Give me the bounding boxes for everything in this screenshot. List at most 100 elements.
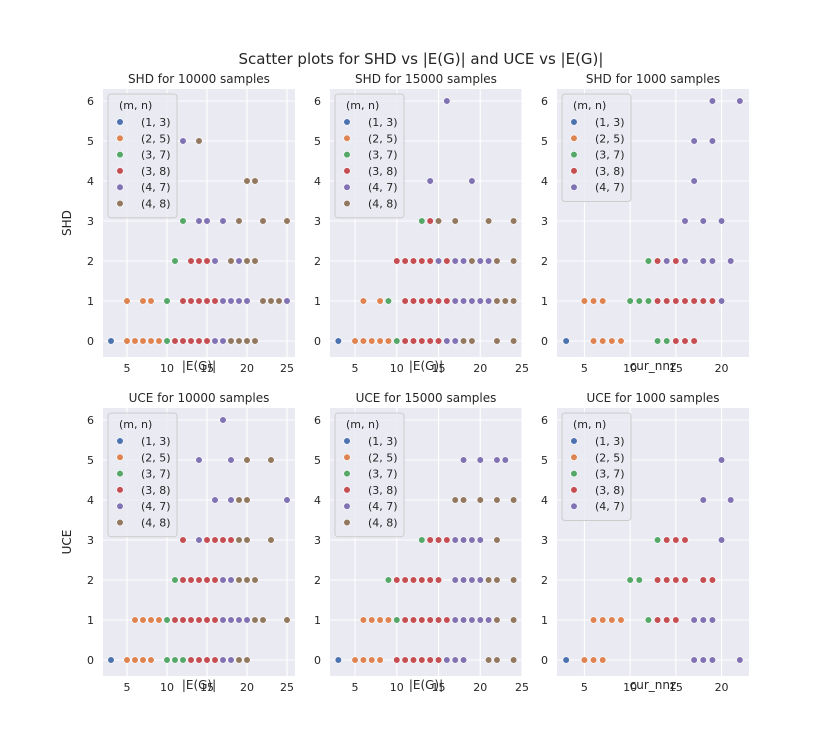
data-point (235, 257, 243, 265)
legend-title: (m, n) (573, 99, 606, 112)
data-point (608, 616, 616, 624)
data-point (227, 257, 235, 265)
data-point (368, 337, 376, 345)
data-point (476, 456, 484, 464)
legend-label: (4, 7) (595, 181, 625, 194)
data-point (426, 656, 434, 664)
data-point (359, 297, 367, 305)
data-point (443, 536, 451, 544)
data-point (434, 217, 443, 225)
series-2-5 (580, 616, 625, 664)
data-point (401, 257, 409, 265)
legend-marker (116, 453, 124, 461)
data-point (334, 337, 342, 345)
x-tick-label: 20 (715, 681, 729, 694)
data-point (510, 217, 518, 225)
legend-box (334, 93, 405, 219)
data-point (179, 536, 187, 544)
y-tick-label: 2 (314, 574, 321, 587)
data-point (393, 616, 401, 624)
data-point (644, 616, 653, 624)
data-point (589, 297, 598, 305)
data-point (476, 536, 484, 544)
data-point (171, 656, 179, 664)
series-4-7 (690, 456, 744, 664)
data-point (736, 656, 744, 664)
y-tick-label: 6 (87, 95, 94, 108)
x-tick-label: 10 (390, 681, 404, 694)
legend-label: (3, 7) (595, 468, 625, 481)
data-point (681, 576, 689, 584)
data-point (501, 456, 509, 464)
data-point (227, 456, 235, 464)
y-tick-label: 6 (87, 414, 94, 427)
data-point (235, 616, 243, 624)
data-point (599, 656, 607, 664)
data-point (493, 576, 501, 584)
legend-marker (570, 502, 578, 510)
legend-marker (570, 183, 578, 191)
legend: (m, n) (1, 3) (2, 5) (3, 7) (3, 8) (4, 7) (4, … (107, 93, 178, 219)
data-point (409, 616, 418, 624)
y-tick-label: 1 (87, 295, 94, 308)
data-point (589, 337, 598, 345)
data-point (434, 616, 443, 624)
x-axis-label: cur_nnz (630, 359, 677, 373)
data-point (690, 297, 698, 305)
data-point (219, 337, 227, 345)
legend-marker (343, 151, 351, 159)
legend-marker (343, 470, 351, 478)
data-point (699, 656, 707, 664)
legend-marker (116, 134, 124, 142)
data-point (227, 536, 235, 544)
panel-title: UCE for 10000 samples (129, 391, 270, 405)
legend-marker (116, 183, 124, 191)
data-point (187, 297, 195, 305)
legend-label: (4, 8) (141, 198, 171, 211)
y-tick-label: 2 (541, 255, 548, 268)
x-tick-label: 5 (581, 681, 588, 694)
data-point (368, 616, 376, 624)
data-point (235, 656, 243, 664)
data-point (155, 616, 163, 624)
x-tick-label: 10 (623, 362, 637, 375)
data-point (468, 297, 476, 305)
data-point (409, 257, 418, 265)
data-point (179, 576, 187, 584)
x-tick-label: 15 (200, 362, 214, 375)
x-tick-label: 20 (715, 362, 729, 375)
y-tick-label: 4 (314, 175, 321, 188)
data-point (171, 616, 179, 624)
data-point (510, 297, 518, 305)
series-1-3 (107, 656, 115, 664)
legend-label: (1, 3) (595, 116, 625, 129)
data-point (259, 616, 267, 624)
data-point (426, 337, 434, 345)
data-point (195, 337, 203, 345)
data-point (243, 536, 251, 544)
data-point (493, 616, 501, 624)
data-point (672, 536, 680, 544)
legend-marker (116, 518, 124, 527)
x-tick-label: 25 (515, 362, 529, 375)
legend-label: (1, 3) (368, 435, 398, 448)
data-point (699, 616, 707, 624)
legend-marker (116, 437, 124, 445)
data-point (681, 337, 689, 345)
series-3-7 (163, 576, 187, 664)
data-point (376, 616, 384, 624)
data-point (699, 297, 707, 305)
data-point (187, 257, 195, 265)
data-point (708, 656, 717, 664)
data-point (219, 297, 227, 305)
data-point (401, 297, 409, 305)
legend-marker (343, 183, 351, 191)
data-point (195, 576, 203, 584)
legend-label: (4, 8) (141, 517, 171, 530)
data-point (690, 616, 698, 624)
x-tick-label: 5 (581, 362, 588, 375)
legend-title: (m, n) (346, 418, 379, 431)
y-tick-label: 3 (541, 215, 548, 228)
data-point (139, 616, 147, 624)
